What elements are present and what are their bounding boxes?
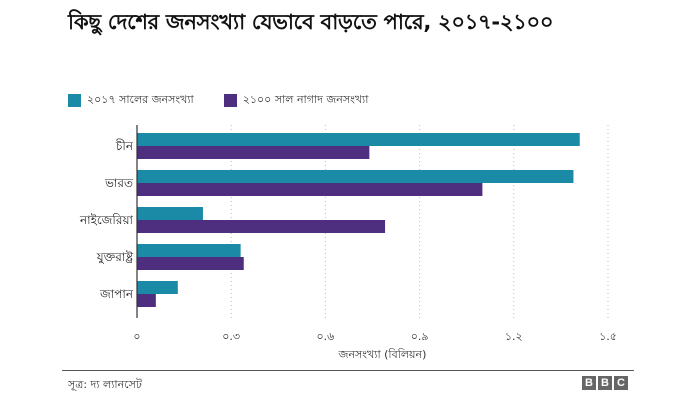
category-label: নাইজেরিয়া <box>79 213 134 227</box>
x-tick-label: ০.৯ <box>411 330 429 343</box>
x-tick-label: ০.৩ <box>222 330 240 343</box>
bar-2100 <box>137 183 483 196</box>
bbc-logo-letter: C <box>614 376 628 390</box>
footer-divider <box>62 370 634 371</box>
bar-2100 <box>137 294 156 307</box>
bar-2017 <box>137 133 580 146</box>
bar-2017 <box>137 207 203 220</box>
bbc-logo: B B C <box>582 376 628 390</box>
bar-2017 <box>137 170 574 183</box>
bbc-logo-letter: B <box>582 376 596 390</box>
bbc-logo-letter: B <box>598 376 612 390</box>
bar-2017 <box>137 281 178 294</box>
legend-item-2017: ২০১৭ সালের জনসংখ্যা <box>68 91 194 110</box>
x-axis-title: জনসংখ্যা (বিলিয়ন) <box>338 348 427 361</box>
x-tick-label: ০.৬ <box>316 330 334 343</box>
bar-2100 <box>137 220 386 233</box>
x-tick-label: ১.৫ <box>599 330 617 343</box>
category-label: যুক্তরাষ্ট্র <box>96 250 134 265</box>
category-label: চীন <box>115 139 134 153</box>
legend-label-2100: ২১০০ সাল নাগাদ জনসংখ্যা <box>242 92 369 106</box>
category-label: জাপান <box>99 287 134 301</box>
legend: ২০১৭ সালের জনসংখ্যা ২১০০ সাল নাগাদ জনসংখ… <box>68 92 398 108</box>
x-tick-label: ০ <box>133 330 140 343</box>
bar-2017 <box>137 244 241 257</box>
legend-item-2100: ২১০০ সাল নাগাদ জনসংখ্যা <box>223 91 369 110</box>
legend-swatch-2017 <box>68 93 81 107</box>
x-tick-label: ১.২ <box>505 330 523 343</box>
chart-title: কিছু দেশের জনসংখ্যা যেভাবে বাড়তে পারে, … <box>68 10 554 34</box>
category-label: ভারত <box>104 176 134 190</box>
bar-2100 <box>137 257 244 270</box>
legend-label-2017: ২০১৭ সালের জনসংখ্যা <box>87 92 194 106</box>
source-note: সূত্র: দ্য ল্যানসেট <box>68 378 142 391</box>
legend-swatch-2100 <box>223 93 237 107</box>
bar-2100 <box>137 146 370 159</box>
